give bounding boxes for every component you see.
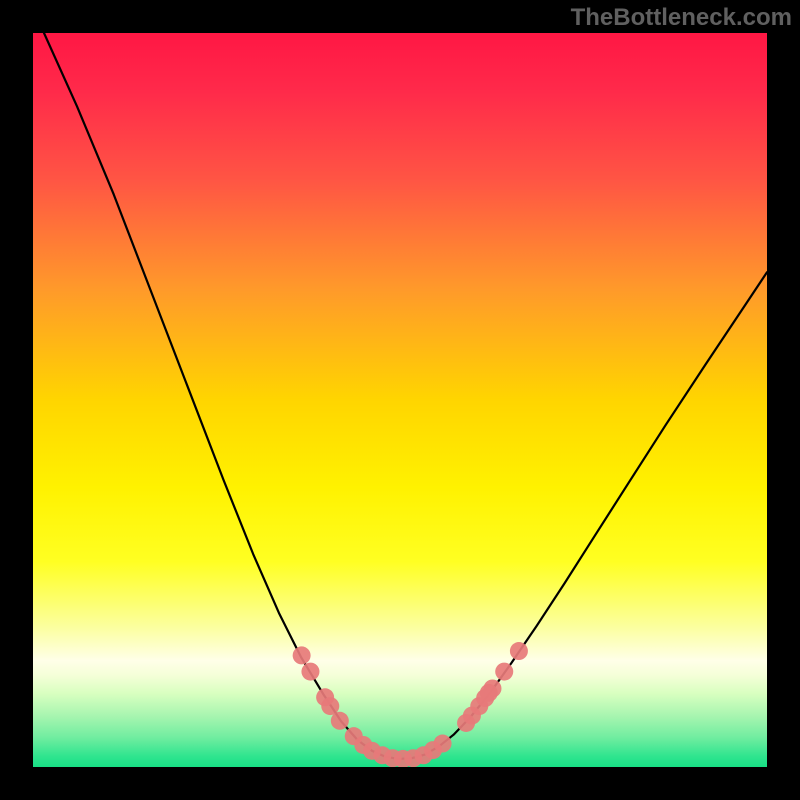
data-marker [483, 679, 501, 697]
plot-area [33, 33, 767, 767]
data-marker [434, 735, 452, 753]
bottleneck-curve [44, 33, 767, 759]
chart-svg [33, 33, 767, 767]
marker-group [293, 642, 528, 767]
watermark-text: TheBottleneck.com [571, 4, 792, 32]
data-marker [293, 646, 311, 664]
data-marker [331, 712, 349, 730]
data-marker [510, 642, 528, 660]
data-marker [495, 663, 513, 681]
data-marker [301, 663, 319, 681]
